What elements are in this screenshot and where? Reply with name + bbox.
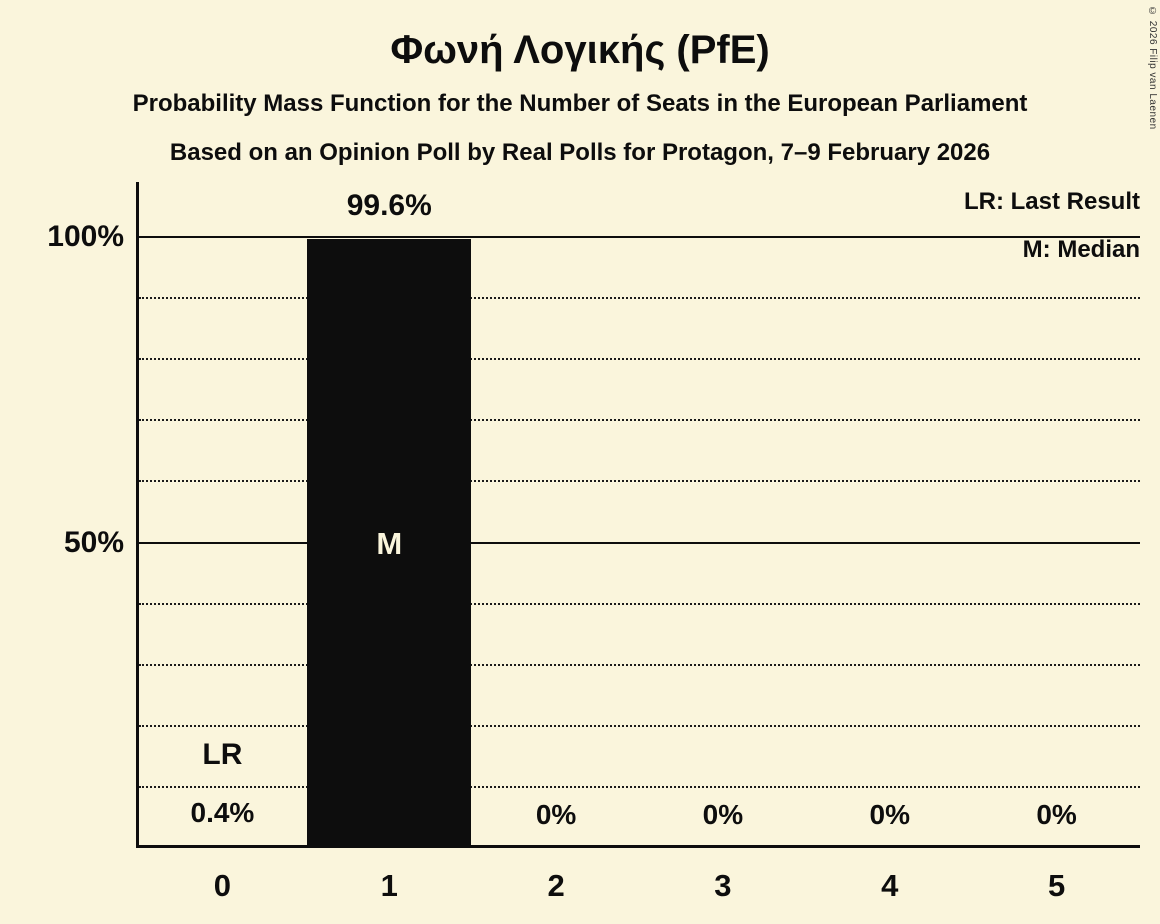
y-axis-label-50: 50% — [63, 525, 124, 559]
x-axis-label-4: 4 — [881, 868, 899, 903]
x-axis-label-0: 0 — [213, 868, 232, 903]
gridline-solid-100 — [139, 236, 1140, 238]
bar-value-label-0: 0.4% — [190, 796, 255, 828]
gridline-dotted-90 — [139, 297, 1140, 300]
gridline-dotted-40 — [139, 602, 1140, 605]
chart-title: Φωνή Λογικής (PfE) — [390, 28, 770, 72]
chart-subtitle: Probability Mass Function for the Number… — [132, 90, 1028, 117]
gridline-dotted-80 — [139, 358, 1140, 361]
bar-value-label-3: 0% — [702, 799, 744, 830]
x-axis-label-2: 2 — [547, 868, 565, 903]
bar-value-label-2: 0% — [535, 799, 577, 830]
gridline-dotted-60 — [139, 480, 1140, 483]
bar-value-label-5: 0% — [1036, 799, 1077, 830]
legend-median: M: Median — [1022, 236, 1140, 263]
gridline-dotted-30 — [139, 663, 1140, 666]
gridline-dotted-70 — [139, 419, 1140, 422]
bar-seats-1 — [307, 239, 472, 848]
x-axis-label-5: 5 — [1047, 868, 1066, 903]
copyright-notice: © 2026 Filip van Laenen — [1147, 6, 1158, 130]
annotation-m: M — [376, 525, 403, 561]
gridline-solid-50 — [139, 541, 1140, 544]
gridline-dotted-20 — [139, 724, 1140, 727]
y-axis-label-100: 100% — [47, 220, 124, 253]
bar-value-label-4: 0% — [869, 799, 910, 830]
gridline-dotted-10 — [139, 785, 1140, 788]
legend-last-result: LR: Last Result — [963, 188, 1140, 215]
chart-source-line: Based on an Opinion Poll by Real Polls f… — [169, 139, 991, 166]
x-axis-label-1: 1 — [380, 868, 398, 903]
plot-axes-frame — [136, 182, 1140, 848]
x-axis-label-3: 3 — [714, 868, 732, 903]
bar-seats-0 — [140, 845, 305, 848]
bar-value-label-1: 99.6% — [346, 189, 432, 223]
annotation-lr: LR — [202, 737, 243, 771]
